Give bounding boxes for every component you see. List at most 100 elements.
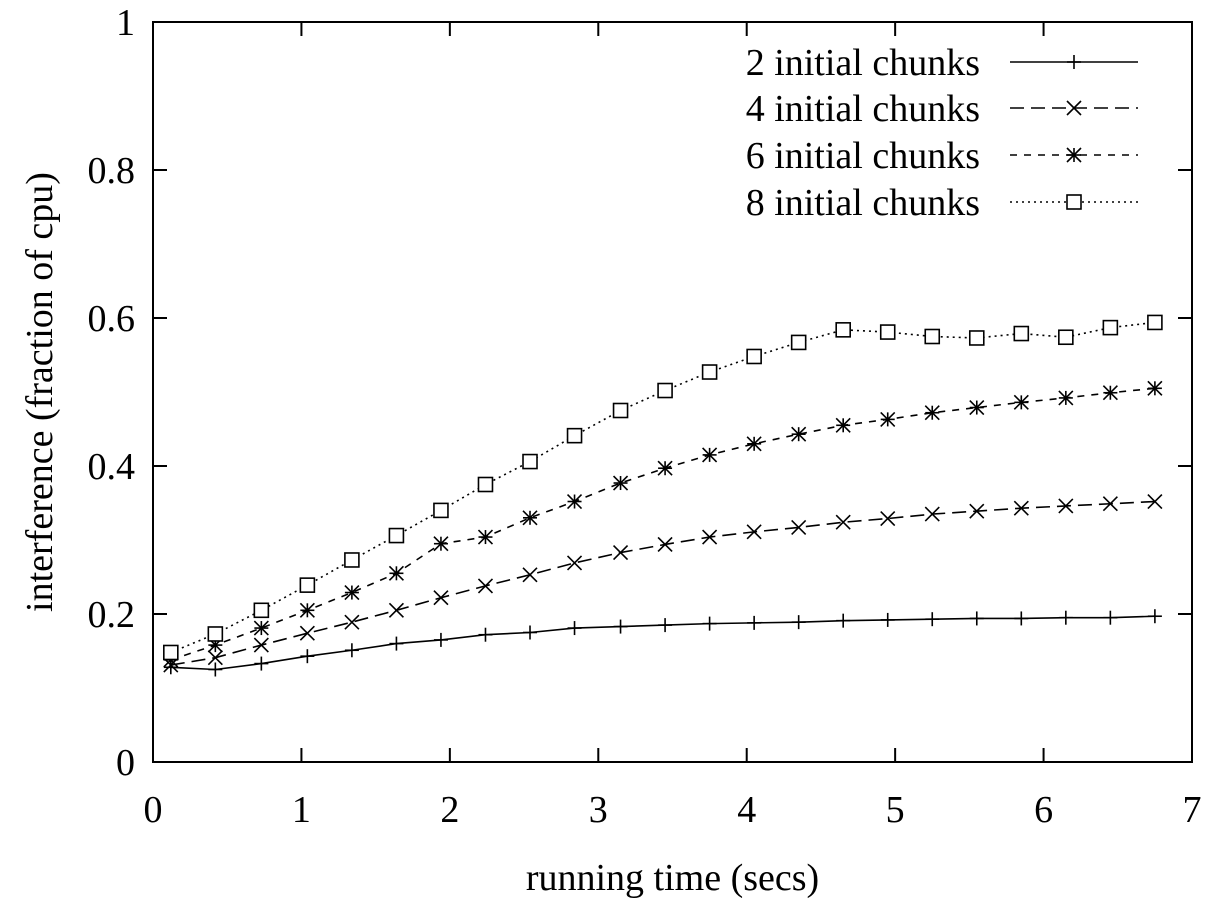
series-3 bbox=[163, 380, 1163, 668]
data-point bbox=[612, 402, 629, 419]
data-point bbox=[836, 613, 851, 628]
data-point bbox=[702, 529, 718, 545]
data-point bbox=[477, 529, 494, 545]
data-point bbox=[702, 616, 717, 631]
data-point bbox=[433, 632, 448, 647]
data-point bbox=[879, 324, 896, 340]
series-line bbox=[170, 615, 1155, 671]
data-point bbox=[207, 650, 223, 666]
x-tick-label: 1 bbox=[292, 789, 311, 831]
data-point bbox=[1102, 385, 1118, 401]
data-point bbox=[1013, 500, 1029, 516]
data-point bbox=[433, 590, 449, 606]
data-point bbox=[389, 636, 404, 651]
data-point bbox=[299, 602, 315, 618]
y-tick-label: 0.2 bbox=[88, 594, 136, 636]
data-point bbox=[1102, 319, 1119, 336]
data-point bbox=[299, 577, 316, 593]
data-point bbox=[791, 426, 807, 442]
legend-entry-3: 6 initial chunks bbox=[746, 135, 1138, 177]
data-point bbox=[746, 348, 762, 365]
data-point bbox=[344, 584, 360, 601]
y-axis-title: interference (fraction of cpu) bbox=[19, 172, 61, 612]
data-point bbox=[835, 514, 851, 530]
data-point bbox=[1147, 493, 1163, 510]
y-tick-label: 1 bbox=[116, 2, 135, 44]
data-point bbox=[880, 612, 895, 627]
y-tick-label: 0.6 bbox=[88, 298, 136, 340]
data-point bbox=[566, 427, 583, 444]
data-point bbox=[253, 637, 269, 653]
y-tick-label: 0.4 bbox=[88, 446, 136, 488]
axes: 0 1 2 3 4 5 6 7 0 0.2 0.4 0.6 0.8 1 bbox=[88, 2, 1202, 831]
data-point bbox=[1103, 610, 1118, 625]
data-point bbox=[924, 405, 940, 421]
series-1 bbox=[163, 609, 1162, 677]
data-point bbox=[253, 620, 269, 636]
legend-label: 8 initial chunks bbox=[746, 182, 980, 224]
data-point bbox=[1102, 496, 1118, 512]
data-point bbox=[701, 364, 718, 380]
data-point bbox=[969, 399, 985, 416]
legend-marker bbox=[1066, 147, 1082, 163]
data-point bbox=[791, 519, 807, 535]
data-point bbox=[924, 506, 940, 522]
x-tick-label: 2 bbox=[440, 789, 459, 831]
data-point bbox=[254, 656, 269, 671]
series-line bbox=[170, 321, 1155, 654]
legend-label: 6 initial chunks bbox=[746, 135, 980, 177]
data-point bbox=[522, 567, 538, 583]
data-point bbox=[344, 643, 359, 658]
plot-frame bbox=[152, 21, 1193, 763]
data-point bbox=[522, 453, 538, 470]
data-point bbox=[925, 612, 940, 627]
series-layer bbox=[163, 314, 1163, 677]
data-point bbox=[1013, 325, 1030, 342]
data-point bbox=[523, 625, 538, 640]
data-point bbox=[1058, 610, 1073, 625]
data-point bbox=[566, 555, 583, 571]
data-point bbox=[208, 662, 223, 677]
data-point bbox=[163, 644, 179, 661]
legend-marker bbox=[1067, 55, 1081, 69]
data-point bbox=[1058, 498, 1074, 514]
data-point bbox=[566, 493, 583, 510]
data-point bbox=[433, 536, 449, 552]
data-point bbox=[657, 382, 673, 399]
data-point bbox=[747, 615, 762, 630]
data-point bbox=[612, 545, 629, 561]
legend-entry-1: 2 initial chunks bbox=[746, 42, 1138, 84]
data-point bbox=[478, 627, 493, 642]
data-point bbox=[477, 476, 494, 493]
x-tick-label: 0 bbox=[144, 789, 163, 831]
data-point bbox=[344, 552, 360, 568]
legend-label: 4 initial chunks bbox=[746, 88, 980, 130]
x-tick-label: 3 bbox=[589, 789, 608, 831]
x-tick-label: 6 bbox=[1034, 789, 1053, 831]
data-point bbox=[344, 614, 360, 630]
data-point bbox=[790, 334, 807, 351]
y-tick-label: 0.8 bbox=[88, 150, 136, 192]
data-point bbox=[388, 527, 405, 544]
data-point bbox=[300, 649, 315, 664]
legend-entry-4: 8 initial chunks bbox=[746, 182, 1138, 224]
data-point bbox=[835, 417, 851, 433]
data-point bbox=[299, 625, 315, 641]
legend-marker bbox=[1066, 194, 1082, 210]
x-tick-label: 7 bbox=[1183, 789, 1202, 831]
data-point bbox=[968, 330, 985, 346]
data-point bbox=[207, 626, 224, 642]
legend-entry-2: 4 initial chunks bbox=[746, 88, 1138, 130]
data-point bbox=[388, 565, 404, 581]
data-point bbox=[1058, 329, 1074, 346]
x-tick-label: 4 bbox=[737, 789, 756, 831]
data-point bbox=[1147, 314, 1163, 331]
series-4 bbox=[163, 314, 1163, 661]
data-point bbox=[433, 502, 449, 519]
data-point bbox=[658, 618, 673, 633]
data-point bbox=[657, 536, 673, 553]
legend-marker bbox=[1066, 100, 1082, 116]
data-point bbox=[1147, 380, 1163, 396]
series-2 bbox=[163, 493, 1163, 673]
